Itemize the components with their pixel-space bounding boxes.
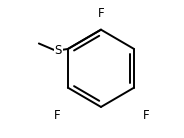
Text: F: F [54,109,60,122]
Text: F: F [143,109,150,122]
Text: S: S [54,44,62,57]
Text: F: F [98,7,104,20]
